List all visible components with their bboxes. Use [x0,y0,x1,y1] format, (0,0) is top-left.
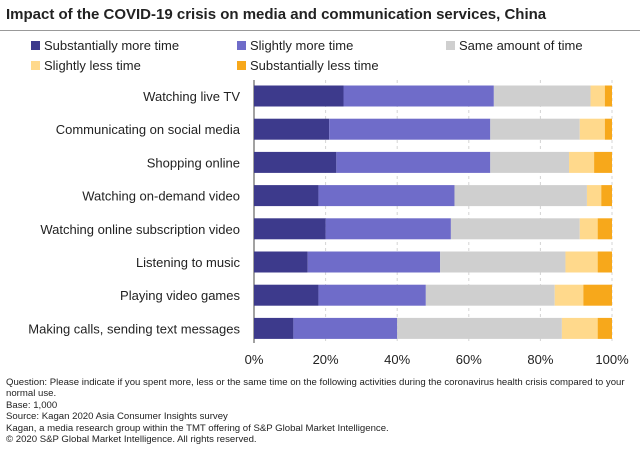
legend-swatch-substantially-more-time [31,41,40,50]
bar-communicating-on-social-media-substantially-more-time [254,118,330,140]
x-axis-ticks: 0% 20% 40% 60% 80% 100% [245,352,629,367]
bar-watching-on-demand-video-substantially-more-time [254,185,319,207]
bar-watching-online-subscription-video-slightly-more-time [325,218,451,240]
legend-label-slightly-less-time: Slightly less time [44,58,141,73]
category-label-watching-on-demand-video: Watching on-demand video [82,189,240,204]
bar-communicating-on-social-media-substantially-less-time [604,118,612,140]
bar-shopping-online-same-amount-of-time [490,151,570,173]
bar-shopping-online-slightly-more-time [336,151,491,173]
note-copyright: © 2020 S&P Global Market Intelligence. A… [6,434,257,446]
bar-making-calls-sending-text-messages-slightly-less-time [561,317,598,339]
bar-listening-to-music-slightly-more-time [307,251,441,273]
chart-notes: Question: Please indicate if you spent m… [6,377,634,445]
bar-listening-to-music-substantially-less-time [597,251,612,273]
bar-shopping-online-substantially-more-time [254,151,337,173]
bar-making-calls-sending-text-messages-substantially-more-time [254,317,294,339]
bar-watching-live-tv-slightly-less-time [590,85,605,107]
note-source: Source: Kagan 2020 Asia Consumer Insight… [6,411,228,423]
bar-watching-on-demand-video-slightly-more-time [318,185,455,207]
bar-shopping-online-substantially-less-time [594,151,612,173]
bar-communicating-on-social-media-slightly-less-time [579,118,605,140]
legend-label-substantially-less-time: Substantially less time [250,58,379,73]
chart-bars [254,85,612,339]
bar-watching-online-subscription-video-same-amount-of-time [450,218,580,240]
bar-shopping-online-slightly-less-time [569,151,595,173]
bar-watching-live-tv-substantially-less-time [604,85,612,107]
bar-watching-on-demand-video-substantially-less-time [601,185,612,207]
bar-making-calls-sending-text-messages-same-amount-of-time [397,317,562,339]
bar-watching-live-tv-substantially-more-time [254,85,344,107]
bar-watching-live-tv-slightly-more-time [343,85,494,107]
x-tick-label-0: 0% [245,352,264,367]
title-divider [0,30,640,31]
x-tick-label-60: 60% [456,352,482,367]
bar-watching-online-subscription-video-substantially-more-time [254,218,326,240]
legend-swatch-same-amount-of-time [446,41,455,50]
legend-label-slightly-more-time: Slightly more time [250,38,353,53]
bar-playing-video-games-substantially-more-time [254,284,319,306]
legend-swatch-slightly-less-time [31,61,40,70]
category-label-shopping-online: Shopping online [147,155,240,170]
legend-label-same-amount-of-time: Same amount of time [459,38,583,53]
category-label-watching-online-subscription-video: Watching online subscription video [40,222,240,237]
chart-title: Impact of the COVID-19 crisis on media a… [6,6,547,23]
bar-playing-video-games-slightly-less-time [554,284,584,306]
bar-listening-to-music-substantially-more-time [254,251,308,273]
note-base: Base: 1,000 [6,399,58,411]
bar-listening-to-music-slightly-less-time [565,251,598,273]
note-question: Question: Please indicate if you spent m… [6,377,625,400]
bar-making-calls-sending-text-messages-slightly-more-time [293,317,398,339]
bar-making-calls-sending-text-messages-substantially-less-time [597,317,612,339]
legend-swatch-slightly-more-time [237,41,246,50]
note-attribution: Kagan, a media research group within the… [6,422,389,434]
bar-playing-video-games-slightly-more-time [318,284,426,306]
x-tick-label-100: 100% [595,352,629,367]
bar-watching-live-tv-same-amount-of-time [493,85,591,107]
chart-legend: Substantially more time Slightly more tim… [31,38,583,73]
bar-watching-on-demand-video-same-amount-of-time [454,185,587,207]
bar-watching-online-subscription-video-substantially-less-time [597,218,612,240]
x-tick-label-80: 80% [527,352,553,367]
bar-listening-to-music-same-amount-of-time [440,251,566,273]
bar-watching-online-subscription-video-slightly-less-time [579,218,598,240]
bar-watching-on-demand-video-slightly-less-time [586,185,602,207]
category-labels: Watching live TV Communicating on social … [28,89,240,336]
category-label-playing-video-games: Playing video games [120,288,240,303]
x-tick-label-20: 20% [313,352,339,367]
category-label-making-calls-sending-text-messages: Making calls, sending text messages [28,321,240,336]
legend-label-substantially-more-time: Substantially more time [44,38,179,53]
category-label-listening-to-music: Listening to music [136,255,241,270]
bar-playing-video-games-same-amount-of-time [425,284,555,306]
category-label-communicating-on-social-media: Communicating on social media [56,122,241,137]
bar-communicating-on-social-media-same-amount-of-time [490,118,580,140]
category-label-watching-live-tv: Watching live TV [143,89,240,104]
stacked-bar-chart: Substantially more time Slightly more tim… [28,38,629,367]
legend-swatch-substantially-less-time [237,61,246,70]
x-tick-label-40: 40% [384,352,410,367]
bar-playing-video-games-substantially-less-time [583,284,612,306]
bar-communicating-on-social-media-slightly-more-time [329,118,491,140]
